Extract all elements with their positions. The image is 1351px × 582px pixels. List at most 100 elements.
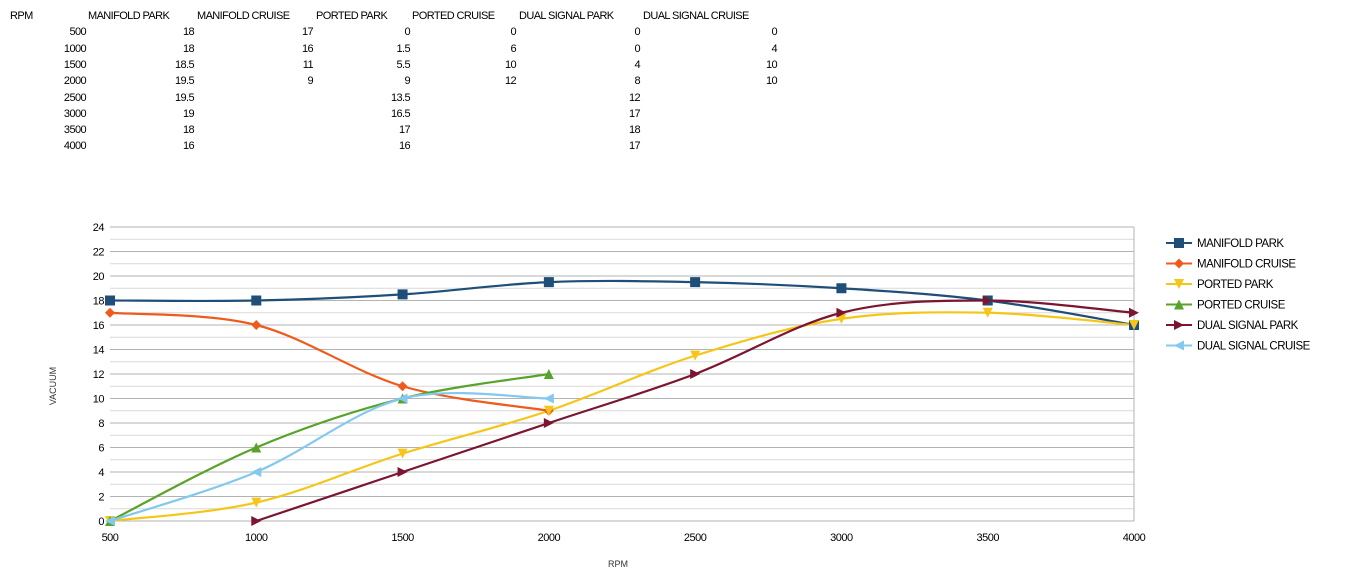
table-cell: 13.5 <box>390 91 411 104</box>
y-tick-label: 14 <box>93 345 105 357</box>
table-header: PORTED PARK <box>316 10 388 22</box>
table-row-rpm: 500 <box>69 26 86 39</box>
table-row-rpm: 2000 <box>63 75 87 88</box>
legend-marker-ported-cruise <box>1174 299 1184 310</box>
table-cell: 18 <box>182 26 195 39</box>
data-point-dual-signal-cruise <box>397 393 408 404</box>
data-point-dual-signal-cruise <box>105 516 115 526</box>
table-cell: 4 <box>771 42 777 55</box>
y-tick-label: 6 <box>98 443 104 455</box>
data-point-manifold-park <box>251 295 262 306</box>
table-cell: 17 <box>628 107 641 120</box>
legend-marker-dual-signal-cruise <box>1174 340 1184 351</box>
table-header: MANIFOLD PARK <box>88 10 170 22</box>
table-cell: 1.5 <box>396 42 411 55</box>
data-point-manifold-park <box>836 283 847 294</box>
legend-marker-ported-park <box>1174 279 1184 289</box>
data-point-dual-signal-park <box>397 467 408 477</box>
y-axis-label: VACUUM <box>48 367 58 405</box>
data-point-manifold-cruise <box>397 381 408 392</box>
table-cell: 0 <box>404 26 410 39</box>
data-point-dual-signal-park <box>251 516 262 526</box>
table-header: PORTED CRUISE <box>412 10 495 22</box>
table-cell: 12 <box>628 91 641 104</box>
x-axis-label: RPM <box>608 559 628 569</box>
data-point-dual-signal-cruise <box>543 393 554 404</box>
table-header: MANIFOLD CRUISE <box>197 10 290 22</box>
table-cell: 10 <box>504 58 517 71</box>
table-cell: 4 <box>634 58 640 71</box>
table-cell: 17 <box>628 140 641 153</box>
x-tick-label: 500 <box>102 532 119 544</box>
data-point-manifold-park <box>397 289 408 300</box>
table-header: DUAL SIGNAL CRUISE <box>643 10 749 22</box>
table-header: DUAL SIGNAL PARK <box>519 10 614 22</box>
table-cell: 6 <box>510 42 516 55</box>
x-tick-label: 2000 <box>538 532 561 544</box>
legend-label: DUAL SIGNAL CRUISE <box>1197 341 1311 353</box>
data-point-ported-cruise <box>543 369 554 379</box>
table-cell: 18 <box>628 124 641 137</box>
series-line-manifold-park <box>109 279 1135 327</box>
y-tick-label: 4 <box>98 467 104 479</box>
table-row-rpm: 4000 <box>63 140 87 153</box>
y-tick-label: 8 <box>98 418 104 430</box>
data-point-manifold-park <box>690 277 701 288</box>
table-cell: 9 <box>307 75 313 88</box>
table-cell: 18 <box>182 42 195 55</box>
table-cell: 18 <box>182 124 195 137</box>
data-point-dual-signal-park <box>982 295 993 306</box>
table-cell: 18.5 <box>174 58 195 71</box>
x-tick-label: 3000 <box>830 532 853 544</box>
series-lines <box>109 279 1135 523</box>
y-tick-label: 10 <box>93 394 105 406</box>
data-point-dual-signal-cruise <box>251 467 262 477</box>
data-table: RPM MANIFOLD PARK MANIFOLD CRUISE PORTED PA… <box>0 0 800 170</box>
legend-marker-manifold-park <box>1174 238 1184 248</box>
table-cell: 19 <box>182 107 195 120</box>
data-point-dual-signal-park <box>836 307 847 318</box>
y-tick-label: 0 <box>98 516 104 528</box>
data-point-manifold-cruise <box>105 307 115 318</box>
x-tick-label: 4000 <box>1123 532 1146 544</box>
data-point-ported-park <box>397 448 408 459</box>
series-line-manifold-cruise <box>109 311 550 412</box>
table-cell: 19.5 <box>174 75 195 88</box>
y-tick-label: 2 <box>98 492 104 504</box>
table-cell: 10 <box>765 58 778 71</box>
table-row-rpm: 1000 <box>63 42 87 55</box>
y-tick-label: 24 <box>93 222 105 234</box>
table-row-rpm: 3500 <box>63 124 87 137</box>
table-cell: 10 <box>765 75 778 88</box>
table-row-rpm: 3000 <box>63 107 87 120</box>
data-point-ported-park <box>982 307 993 318</box>
x-tick-label: 2500 <box>684 532 707 544</box>
series-line-dual-signal-cruise <box>109 391 549 523</box>
grid-lines <box>110 226 1135 522</box>
legend-label: PORTED CRUISE <box>1197 300 1286 312</box>
data-point-ported-cruise <box>251 442 262 453</box>
table-cell: 11 <box>302 58 314 71</box>
legend-marker-dual-signal-park <box>1174 320 1184 330</box>
data-point-ported-park <box>543 405 554 416</box>
series-line-ported-park <box>109 311 1135 523</box>
table-cell: 17 <box>398 124 411 137</box>
legend-marker-manifold-cruise <box>1174 258 1184 269</box>
table-cell: 0 <box>510 26 516 39</box>
data-point-ported-park <box>251 497 262 508</box>
data-point-manifold-park <box>543 277 554 288</box>
table-header: RPM <box>10 10 33 22</box>
legend: MANIFOLD PARK MANIFOLD CRUISE PORTED PARK P… <box>1166 238 1311 353</box>
y-tick-label: 20 <box>93 271 105 283</box>
table-cell: 16.5 <box>390 107 411 120</box>
table-cell: 9 <box>404 75 410 88</box>
table-cell: 12 <box>504 75 517 88</box>
data-point-manifold-cruise <box>251 320 262 330</box>
legend-label: MANIFOLD CRUISE <box>1197 259 1296 271</box>
series-line-ported-cruise <box>109 372 550 522</box>
y-tick-label: 22 <box>93 247 105 259</box>
y-tick-label: 12 <box>93 369 105 381</box>
legend-label: PORTED PARK <box>1197 279 1274 291</box>
